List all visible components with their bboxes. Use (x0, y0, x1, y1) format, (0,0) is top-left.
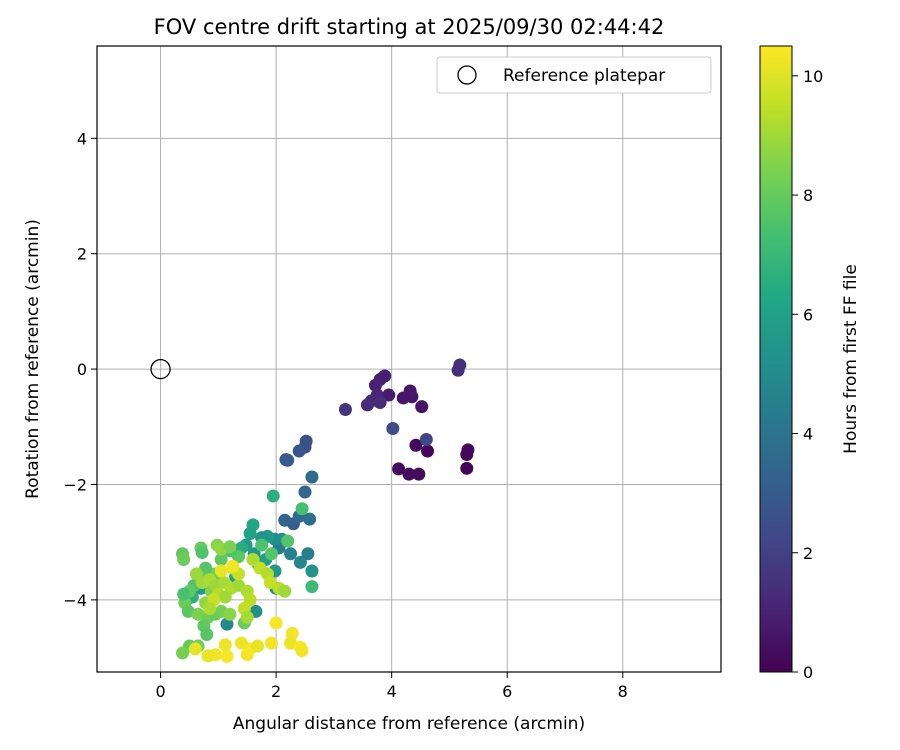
x-tick-label: 6 (502, 682, 512, 701)
colorbar-tick-label: 2 (803, 544, 813, 563)
legend-entry-reference: Reference platepar (503, 66, 665, 86)
data-point (251, 639, 265, 653)
data-point (419, 432, 433, 446)
y-axis-label: Rotation from reference (arcmin) (23, 219, 43, 499)
data-point (420, 444, 434, 458)
data-point (243, 527, 257, 541)
data-point (284, 547, 298, 561)
colorbar: 0 2 4 6 8 10 Hours from first FF file (759, 45, 861, 682)
data-point (281, 453, 295, 467)
data-point (223, 540, 237, 554)
y-tick-label: 2 (77, 245, 87, 264)
data-point (396, 391, 410, 405)
data-point (188, 642, 202, 656)
data-point (368, 378, 382, 392)
data-point (181, 604, 195, 618)
y-axis-ticks: −4 −2 0 2 4 (63, 129, 97, 610)
data-point (360, 398, 374, 412)
data-point (195, 546, 209, 560)
plot-frame (96, 45, 722, 673)
data-point (305, 470, 319, 484)
data-point (373, 396, 387, 410)
data-point (392, 462, 406, 476)
data-point (298, 485, 312, 499)
data-point (214, 552, 228, 566)
data-points (176, 358, 475, 663)
data-point (461, 443, 475, 457)
data-point (177, 552, 191, 566)
data-point (255, 538, 269, 552)
data-point (220, 617, 234, 631)
data-point (415, 400, 429, 414)
data-point (203, 602, 217, 616)
data-point (269, 616, 283, 630)
data-point (281, 534, 295, 548)
data-point (218, 590, 232, 604)
data-point (382, 388, 396, 402)
data-point (200, 627, 214, 641)
data-point (278, 584, 292, 598)
data-point (293, 555, 307, 569)
y-tick-label: 0 (77, 360, 87, 379)
data-point (226, 559, 240, 573)
colorbar-tick-label: 10 (803, 67, 823, 86)
data-point (278, 513, 292, 527)
data-point (295, 644, 309, 658)
data-point (451, 363, 465, 377)
y-tick-label: −2 (63, 475, 87, 494)
data-point (240, 610, 254, 624)
colorbar-gradient (759, 45, 793, 673)
colorbar-ticks: 0 2 4 6 8 10 (792, 67, 823, 682)
data-point (246, 552, 260, 566)
data-point (264, 636, 278, 650)
colorbar-tick-label: 0 (803, 663, 813, 682)
data-point (409, 438, 423, 452)
data-point (266, 489, 280, 503)
data-point (285, 626, 299, 640)
y-tick-label: −4 (63, 591, 87, 610)
x-tick-label: 2 (271, 682, 281, 701)
data-point (412, 467, 426, 481)
data-point (292, 444, 306, 458)
data-point (301, 547, 315, 561)
data-point (201, 649, 215, 663)
data-point (177, 587, 191, 601)
data-point (223, 607, 237, 621)
data-point (176, 646, 190, 660)
colorbar-label: Hours from first FF file (841, 264, 861, 454)
colorbar-tick-label: 6 (803, 305, 813, 324)
data-point (218, 638, 232, 652)
x-axis-label: Angular distance from reference (arcmin) (233, 714, 585, 734)
colorbar-tick-label: 4 (803, 425, 813, 444)
data-point (402, 467, 416, 481)
data-point (338, 402, 352, 416)
data-point (214, 564, 228, 578)
colorbar-tick-label: 8 (803, 186, 813, 205)
y-tick-label: 4 (77, 129, 87, 148)
reference-point (150, 358, 171, 380)
data-point (220, 649, 234, 663)
x-tick-label: 4 (387, 682, 397, 701)
legend-marker-reference (457, 65, 477, 85)
data-point (386, 422, 400, 436)
data-point (460, 461, 474, 475)
x-axis-ticks: 0 2 4 6 8 (155, 672, 628, 701)
chart-title: FOV centre drift starting at 2025/09/30 … (154, 15, 665, 39)
legend: Reference platepar (436, 56, 712, 94)
x-tick-label: 8 (618, 682, 628, 701)
data-point (305, 564, 319, 578)
data-point (284, 636, 298, 650)
grid (97, 46, 721, 672)
legend-box (436, 56, 712, 94)
data-point (264, 547, 278, 561)
data-point (191, 607, 205, 621)
x-tick-label: 0 (155, 682, 165, 701)
data-point (295, 502, 309, 516)
data-point (305, 580, 319, 594)
reference-marker (150, 358, 171, 380)
data-point (303, 512, 317, 526)
